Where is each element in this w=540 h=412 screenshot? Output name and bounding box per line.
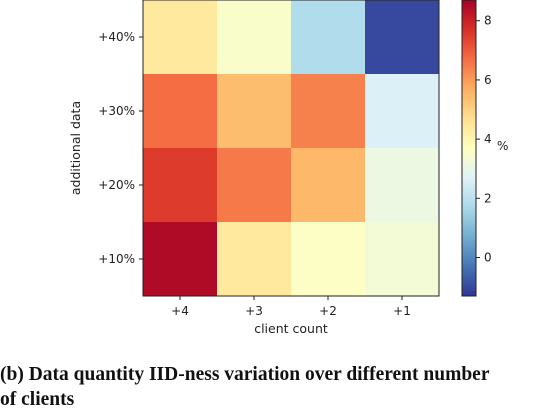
x-tick-label: +2	[319, 304, 337, 318]
colorbar-ticks: 0 2 4 6 8	[476, 14, 492, 265]
colorbar-tick-label: 6	[484, 73, 492, 87]
caption-line-1: (b) Data quantity IID-ness variation ove…	[0, 364, 490, 385]
plot-frame	[142, 0, 440, 297]
heatmap-cell	[217, 74, 292, 149]
heatmap-cell	[217, 148, 292, 223]
colorbar-tick-label: 4	[484, 132, 492, 146]
caption-line-2: of clients	[0, 389, 75, 410]
x-axis-label: client count	[254, 321, 328, 336]
heatmap-cell	[291, 148, 366, 223]
y-tick-label: +20%	[98, 178, 135, 192]
figure-caption: (b) Data quantity IID-ness variation ove…	[0, 362, 540, 412]
heatmap-cell	[291, 74, 366, 149]
y-tick-label: +30%	[98, 104, 135, 118]
heatmap-cell	[291, 0, 366, 75]
heatmap-cell	[365, 74, 440, 149]
x-tick-label: +3	[245, 304, 263, 318]
colorbar-tick-label: 2	[484, 191, 492, 205]
heatmap-cell	[143, 148, 218, 223]
heatmap-cell	[365, 222, 440, 297]
heatmap-cell	[365, 0, 440, 75]
y-tick-label: +40%	[98, 30, 135, 44]
y-axis-label: additional data	[68, 101, 83, 195]
colorbar-label: %	[497, 139, 508, 153]
heatmap-cell	[217, 222, 292, 297]
colorbar-tick-label: 8	[484, 14, 492, 28]
x-tick-label: +4	[171, 304, 189, 318]
heatmap-cell	[365, 148, 440, 223]
x-axis-ticks: +4 +3 +2 +1	[171, 296, 411, 318]
heatmap-cell	[217, 0, 292, 75]
colorbar-tick-label: 0	[484, 251, 492, 265]
heatmap-cell	[143, 0, 218, 75]
y-axis-ticks: +40% +30% +20% +10%	[98, 30, 143, 266]
colorbar	[461, 0, 477, 297]
heatmap-cells	[143, 0, 440, 297]
heatmap-cell	[143, 74, 218, 149]
heatmap-chart: +4 +3 +2 +1 +40% +30% +20% +10% client count a…	[68, 0, 508, 336]
x-tick-label: +1	[393, 304, 411, 318]
heatmap-cell	[143, 222, 218, 297]
heatmap-cell	[291, 222, 366, 297]
y-tick-label: +10%	[98, 252, 135, 266]
